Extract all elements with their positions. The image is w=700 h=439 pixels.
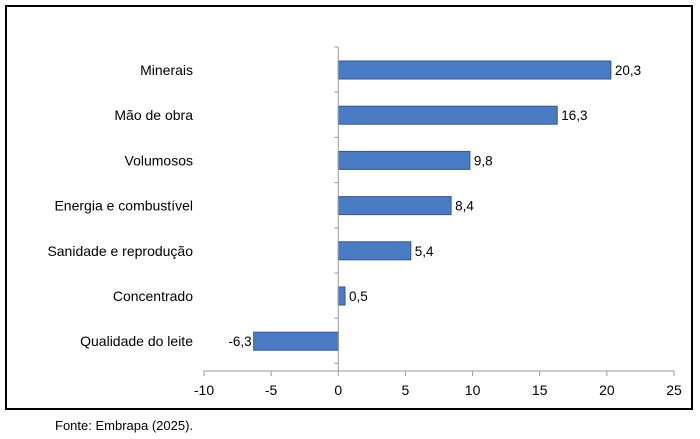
- category-label-qualidade-do-leite: Qualidade do leite: [80, 333, 193, 349]
- value-label-concentrado: 0,5: [349, 289, 368, 304]
- category-label-volumosos: Volumosos: [125, 152, 193, 168]
- category-label-minerais: Minerais: [140, 62, 193, 78]
- value-label-sanidade-e-reproducao: 5,4: [415, 244, 434, 259]
- x-tick-label: 15: [532, 382, 548, 398]
- category-label-mao-de-obra: Mão de obra: [114, 107, 193, 123]
- bar-sanidade-e-reproducao: [337, 241, 412, 261]
- x-tick-label: -10: [194, 382, 214, 398]
- x-tick-label: 20: [599, 382, 615, 398]
- value-label-minerais: 20,3: [615, 63, 641, 78]
- category-label-sanidade-e-reproducao: Sanidade e reprodução: [47, 243, 193, 259]
- x-tick-label: 0: [334, 382, 342, 398]
- category-label-concentrado: Concentrado: [113, 288, 193, 304]
- value-label-mao-de-obra: 16,3: [561, 108, 587, 123]
- labels-layer: Minerais 20,3 Mão de obra 16,3 Volumosos 9,8 E…: [47, 62, 682, 398]
- bar-qualidade-do-leite: [253, 331, 339, 351]
- bar-volumosos: [337, 150, 471, 170]
- bar-concentrado: [337, 286, 346, 306]
- x-tick-label: 25: [666, 382, 682, 398]
- source-note: Fonte: Embrapa (2025).: [55, 418, 194, 433]
- value-label-energia-e-combustivel: 8,4: [455, 199, 474, 214]
- bar-energia-e-combustivel: [337, 196, 452, 216]
- category-label-energia-e-combustivel: Energia e combustível: [54, 198, 193, 214]
- bar-mao-de-obra: [337, 105, 558, 125]
- x-tick-label: 5: [402, 382, 410, 398]
- x-tick-label: -5: [265, 382, 278, 398]
- value-label-qualidade-do-leite: -6,3: [228, 334, 251, 349]
- x-tick-label: 10: [465, 382, 481, 398]
- chart-frame: Minerais 20,3 Mão de obra 16,3 Volumosos 9,8 E…: [5, 5, 693, 410]
- bars-layer: [253, 60, 612, 351]
- bar-minerais: [337, 60, 612, 80]
- bar-chart: Minerais 20,3 Mão de obra 16,3 Volumosos 9,8 E…: [47, 46, 682, 398]
- value-label-volumosos: 9,8: [474, 153, 493, 168]
- axis-layer: [203, 46, 675, 376]
